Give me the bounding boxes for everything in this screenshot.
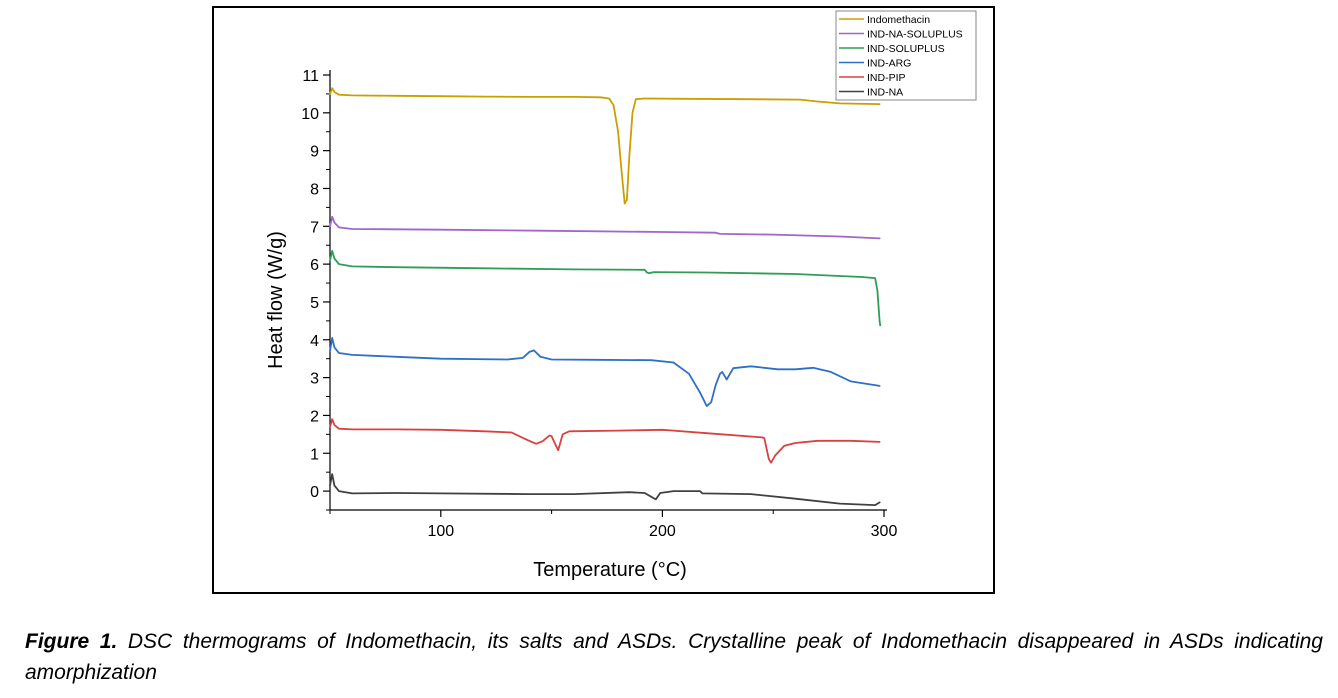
y-tick-label: 8 [310, 181, 319, 198]
caption-label: Figure 1. [25, 630, 118, 653]
y-tick-label: 3 [310, 371, 319, 388]
axes: 0 1 2 3 4 5 6 7 8 9 10 11 100 200 300 [301, 68, 897, 540]
x-tick-label: 200 [649, 523, 676, 540]
y-axis-title: Heat flow (W/g) [265, 231, 287, 369]
figure-caption: Figure 1. DSC thermograms of Indomethaci… [25, 626, 1323, 688]
y-tick-label: 5 [310, 295, 319, 312]
dsc-chart: 0 1 2 3 4 5 6 7 8 9 10 11 100 200 300 Indomethacin IND-… [265, 10, 977, 581]
figure-frame: 0 1 2 3 4 5 6 7 8 9 10 11 100 200 300 Indomethacin IND-… [212, 6, 995, 594]
series-line-ind-na-soluplus [329, 215, 881, 240]
series-line-ind-arg [329, 337, 881, 407]
y-tick-label: 7 [310, 219, 319, 236]
series-line-ind-na [329, 473, 881, 506]
y-tick-label: 11 [302, 68, 319, 85]
legend-label: IND-NA [867, 87, 903, 99]
legend-label: IND-SOLUPLUS [867, 43, 945, 55]
series-line-indomethacin [329, 87, 881, 205]
series-line-ind-pip [329, 418, 881, 464]
y-tick-label: 0 [310, 484, 319, 501]
legend-label: Indomethacin [867, 14, 930, 26]
y-tick-label: 6 [310, 257, 319, 274]
y-tick-label: 9 [310, 144, 319, 161]
y-tick-label: 1 [310, 446, 319, 463]
legend-label: IND-PIP [867, 72, 906, 84]
y-tick-label: 2 [310, 408, 319, 425]
y-tick-label: 4 [310, 333, 319, 350]
legend-box [835, 10, 977, 101]
series-line-ind-soluplus [329, 250, 882, 327]
series-lines [329, 87, 882, 506]
legend-label: IND-NA-SOLUPLUS [867, 29, 963, 41]
x-axis-title: Temperature (°C) [533, 559, 687, 581]
legend: Indomethacin IND-NA-SOLUPLUS IND-SOLUPLUS I… [835, 10, 977, 101]
x-tick-label: 100 [427, 523, 454, 540]
x-tick-label: 300 [871, 523, 898, 540]
caption-text: DSC thermograms of Indomethacin, its sal… [25, 630, 1323, 684]
y-tick-label: 10 [301, 106, 319, 123]
legend-label: IND-ARG [867, 58, 911, 70]
